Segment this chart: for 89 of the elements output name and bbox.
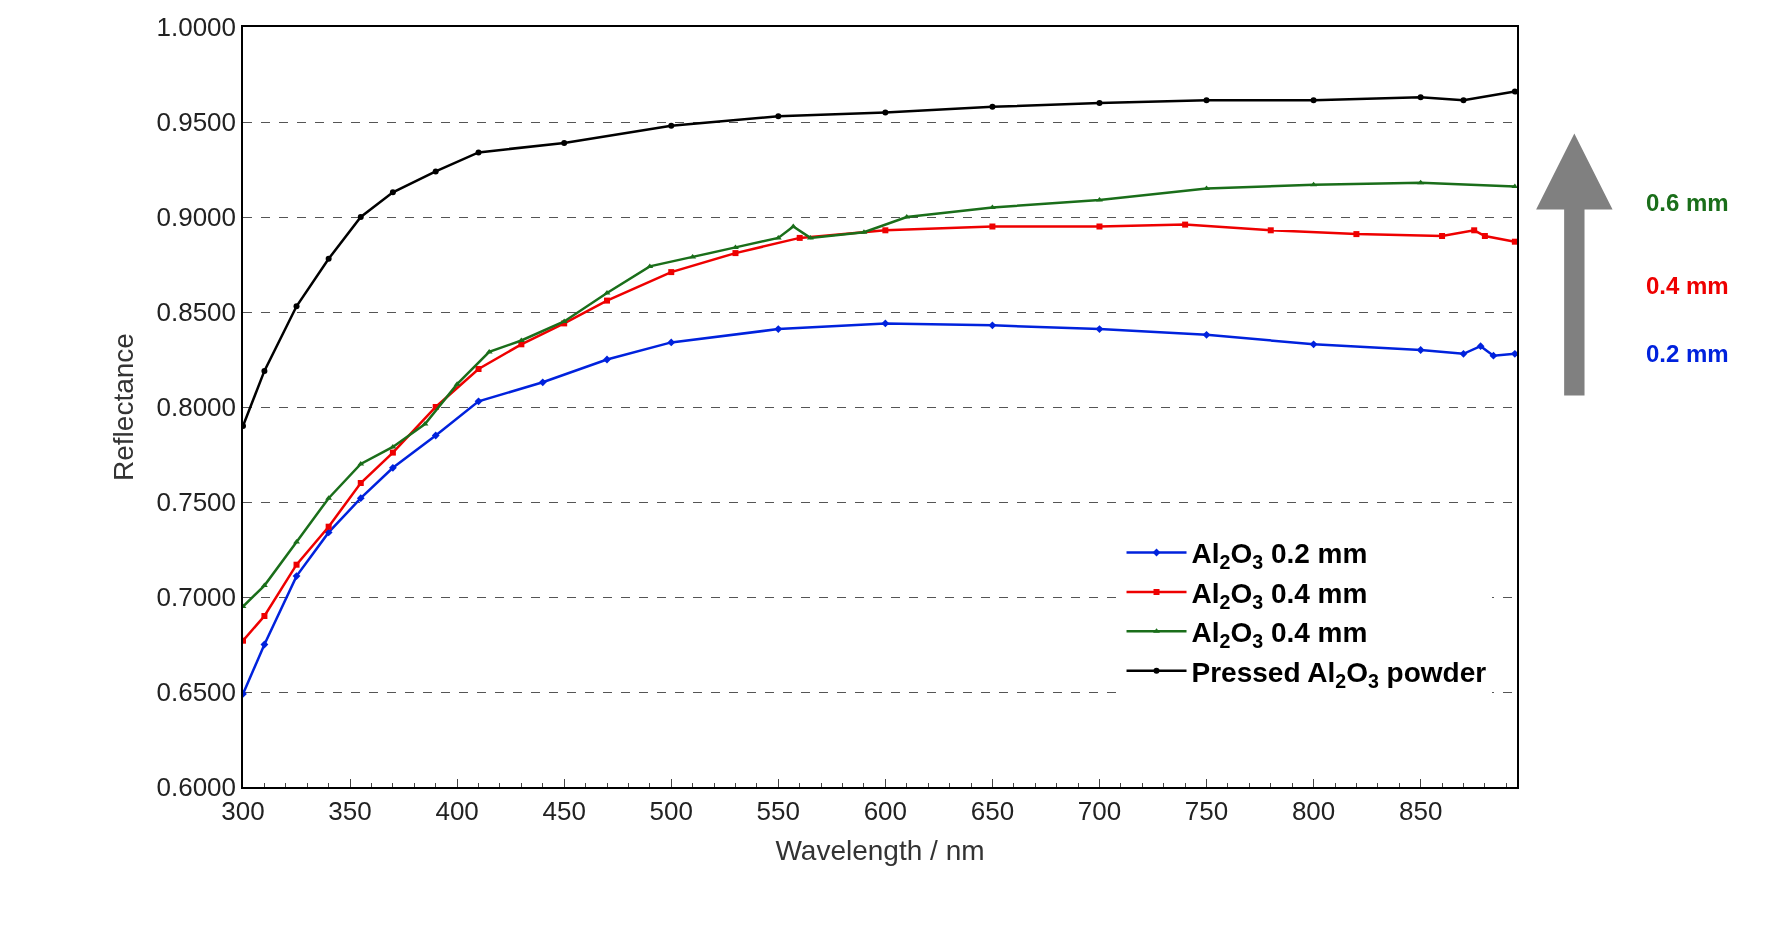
point	[1489, 351, 1498, 360]
point	[989, 103, 996, 110]
x-tick-label: 750	[1184, 795, 1229, 826]
point	[989, 223, 996, 230]
point	[293, 561, 300, 568]
x-tick-label: 500	[649, 795, 693, 826]
point	[1203, 185, 1210, 190]
x-tick-label: 600	[863, 795, 908, 826]
point	[474, 397, 483, 406]
x-tick-label: 850	[1398, 795, 1443, 826]
point	[389, 449, 396, 456]
point	[325, 523, 332, 530]
point	[292, 572, 301, 580]
point	[432, 168, 439, 175]
y-axis-title: Reflectance	[107, 333, 139, 481]
x-tick-label: 800	[1291, 795, 1336, 826]
point	[732, 244, 739, 249]
point	[1202, 330, 1211, 339]
point	[261, 613, 268, 619]
text: 0.4 mm	[1646, 272, 1729, 299]
y-tick-label: 0.8500	[156, 297, 237, 328]
text: 0.6 mm	[1646, 189, 1729, 216]
point	[1511, 183, 1517, 189]
y-tick-label: 0.8000	[156, 392, 237, 423]
point	[356, 494, 365, 503]
x-axis-title: Wavelength / nm	[775, 834, 985, 866]
point	[261, 367, 268, 374]
point	[389, 189, 396, 196]
y-tick-label: 1.0000	[156, 12, 237, 43]
x-tick-label: 700	[1077, 795, 1122, 826]
point	[1095, 325, 1104, 333]
point	[988, 321, 997, 330]
point	[475, 366, 482, 372]
point	[1267, 227, 1274, 234]
point	[538, 378, 547, 387]
y-tick-label: 0.6500	[156, 677, 237, 708]
point	[603, 355, 611, 364]
point	[325, 255, 332, 262]
point	[1182, 221, 1189, 228]
point	[775, 113, 782, 120]
point	[357, 214, 364, 220]
point	[388, 463, 397, 472]
point	[475, 149, 482, 156]
point	[260, 582, 268, 588]
point	[1310, 97, 1317, 104]
point	[1511, 88, 1517, 95]
point	[1096, 100, 1103, 106]
point	[293, 303, 300, 310]
text: 0.2 mm	[1646, 340, 1729, 367]
x-tick-label: 650	[970, 795, 1015, 826]
point	[1481, 233, 1488, 239]
point	[1510, 349, 1517, 358]
point	[1417, 94, 1424, 101]
point	[732, 250, 739, 257]
point	[1439, 233, 1446, 239]
x-tick-label: 550	[756, 795, 800, 826]
point	[561, 139, 568, 146]
point	[668, 269, 675, 276]
point	[1511, 238, 1517, 245]
point	[882, 227, 889, 234]
point	[882, 109, 889, 116]
point	[1096, 223, 1103, 230]
point	[667, 338, 676, 347]
point	[668, 122, 675, 129]
point	[1309, 340, 1318, 349]
point	[1471, 227, 1478, 234]
legend-label: Pressed Al$_{2}$O$_{3}$ powder	[1191, 656, 1487, 692]
legend-label: Al$_{2}$O$_{3}$ 0.4 mm	[1191, 577, 1368, 613]
legend-label: Al$_{2}$O$_{3}$ 0.2 mm	[1191, 538, 1368, 574]
point	[1460, 97, 1467, 104]
point	[1310, 181, 1318, 187]
x-tick-label: 400	[435, 795, 479, 826]
point	[1459, 349, 1468, 358]
legend-label: Al$_{2}$O$_{3}$ 0.4 mm	[1191, 617, 1368, 653]
y-tick-label: 0.9000	[156, 202, 237, 233]
point	[1476, 342, 1485, 351]
y-tick-label: 0.7500	[156, 487, 237, 518]
point	[1353, 231, 1360, 238]
x-tick-label: 450	[542, 795, 586, 826]
point	[1416, 346, 1425, 354]
y-tick-label: 0.7000	[156, 582, 237, 613]
point	[357, 480, 364, 486]
y-tick-label: 0.9500	[156, 107, 237, 138]
point	[1203, 97, 1210, 104]
point	[881, 319, 890, 328]
x-tick-label: 350	[328, 795, 372, 826]
point	[796, 234, 803, 241]
point	[431, 431, 440, 440]
point	[604, 297, 610, 304]
